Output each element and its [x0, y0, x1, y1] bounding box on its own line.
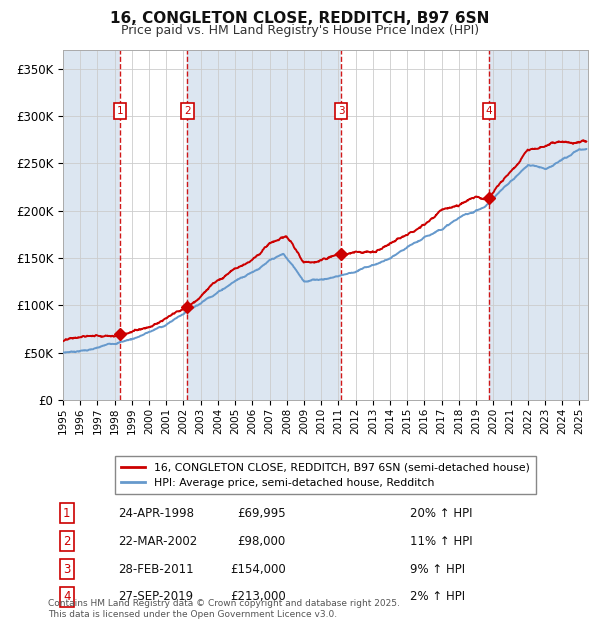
- Text: 2: 2: [63, 535, 71, 547]
- Text: 4: 4: [485, 106, 492, 116]
- Text: £213,000: £213,000: [230, 590, 286, 603]
- Text: £154,000: £154,000: [230, 562, 286, 575]
- Text: 2: 2: [184, 106, 191, 116]
- Text: Price paid vs. HM Land Registry's House Price Index (HPI): Price paid vs. HM Land Registry's House …: [121, 24, 479, 37]
- Text: 1: 1: [63, 507, 71, 520]
- Text: 28-FEB-2011: 28-FEB-2011: [118, 562, 194, 575]
- Text: 24-APR-1998: 24-APR-1998: [118, 507, 194, 520]
- Text: £98,000: £98,000: [238, 535, 286, 547]
- Bar: [341, 50, 489, 400]
- Text: 22-MAR-2002: 22-MAR-2002: [118, 535, 197, 547]
- Text: 2% ↑ HPI: 2% ↑ HPI: [410, 590, 465, 603]
- Text: Contains HM Land Registry data © Crown copyright and database right 2025.
This d: Contains HM Land Registry data © Crown c…: [48, 600, 400, 619]
- Text: 16, CONGLETON CLOSE, REDDITCH, B97 6SN: 16, CONGLETON CLOSE, REDDITCH, B97 6SN: [110, 11, 490, 26]
- Bar: [489, 50, 588, 400]
- Text: 9% ↑ HPI: 9% ↑ HPI: [410, 562, 465, 575]
- Text: 27-SEP-2019: 27-SEP-2019: [118, 590, 193, 603]
- Text: 1: 1: [116, 106, 123, 116]
- Text: 20% ↑ HPI: 20% ↑ HPI: [410, 507, 472, 520]
- Bar: [187, 50, 341, 400]
- Legend: 16, CONGLETON CLOSE, REDDITCH, B97 6SN (semi-detached house), HPI: Average price: 16, CONGLETON CLOSE, REDDITCH, B97 6SN (…: [115, 456, 536, 494]
- Text: £69,995: £69,995: [237, 507, 286, 520]
- Bar: [120, 50, 187, 400]
- Text: 3: 3: [63, 562, 71, 575]
- Text: 3: 3: [338, 106, 344, 116]
- Bar: [63, 50, 120, 400]
- Text: 4: 4: [63, 590, 71, 603]
- Text: 11% ↑ HPI: 11% ↑ HPI: [410, 535, 472, 547]
